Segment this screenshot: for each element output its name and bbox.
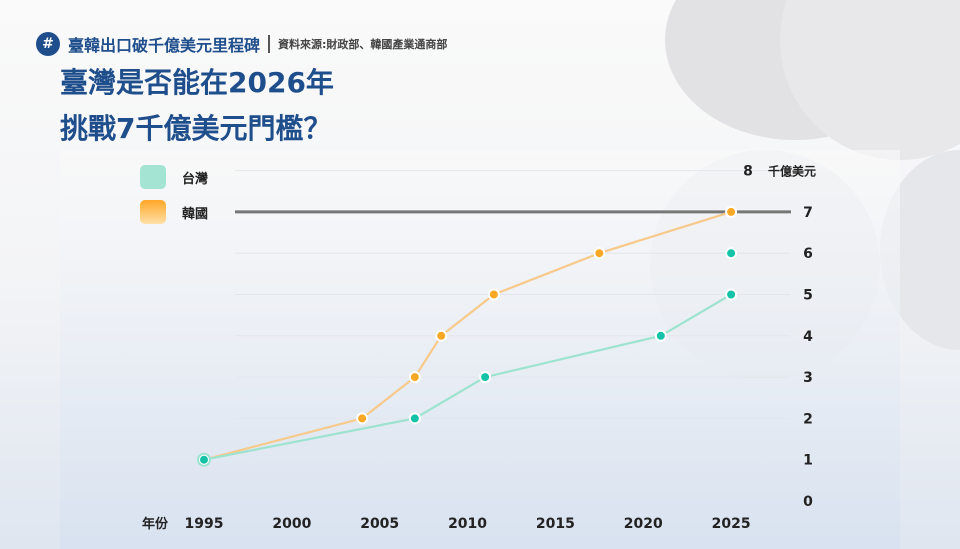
data-point-taiwan [408, 412, 421, 425]
y-tick-label: 2 [803, 411, 813, 427]
data-point-korea [408, 371, 421, 384]
chart-panel [60, 150, 900, 549]
legend: 台灣 韓國 [140, 165, 208, 235]
legend-label: 台灣 [182, 171, 209, 187]
y-tick-label: 5 [803, 288, 813, 304]
y-tick-label: 8 [743, 164, 753, 180]
legend-item-taiwan: 台灣 [140, 165, 208, 189]
data-point-taiwan [654, 329, 667, 342]
y-tick-label: 0 [803, 494, 813, 510]
data-point-korea [435, 329, 448, 342]
data-point-taiwan [725, 288, 738, 301]
title-line-1: 臺灣是否能在2026年 [60, 66, 334, 99]
y-tick-label: 6 [803, 246, 813, 262]
start-point-ring [197, 452, 211, 467]
data-point-taiwan [198, 453, 210, 466]
header: # 臺韓出口破千億美元里程碑 資料來源:財政部、韓國產業通商部 [36, 32, 447, 56]
y-tick-label: 1 [803, 453, 813, 469]
decor-circle [880, 150, 960, 350]
legend-swatch-taiwan [140, 165, 166, 189]
data-point-korea [725, 205, 738, 218]
data-point-taiwan [479, 371, 492, 384]
x-tick-label: 2010 [448, 516, 487, 532]
series-title: 臺韓出口破千億美元里程碑 [68, 36, 261, 55]
x-tick-label: 2020 [624, 516, 663, 532]
data-point-korea [356, 412, 369, 425]
source-note: 資料來源:財政部、韓國產業通商部 [278, 38, 448, 51]
x-tick-label: 2015 [536, 516, 575, 532]
y-tick-label: 3 [803, 370, 813, 386]
x-tick-label: 2000 [272, 516, 311, 532]
legend-swatch-korea [140, 200, 166, 224]
x-tick-label: 2025 [712, 516, 751, 532]
hash-icon: # [36, 32, 60, 56]
data-point-korea [593, 247, 606, 260]
y-tick-label: 4 [803, 329, 813, 345]
title-line-2: 挑戰7千億美元門檻？ [60, 112, 332, 145]
x-tick-label: 1995 [185, 516, 224, 532]
page-title: 臺灣是否能在2026年 挑戰7千億美元門檻？ [60, 60, 334, 152]
legend-item-korea: 韓國 [140, 200, 208, 224]
y-axis-label: 千億美元 [768, 164, 816, 179]
decor-circle [780, 0, 960, 160]
x-tick-label: 2005 [360, 516, 399, 532]
legend-label: 韓國 [182, 206, 209, 222]
divider [268, 35, 271, 53]
x-axis-label: 年份 [142, 516, 169, 532]
projection-point [725, 247, 738, 260]
data-point-korea [487, 288, 500, 301]
y-tick-label: 7 [803, 205, 813, 221]
